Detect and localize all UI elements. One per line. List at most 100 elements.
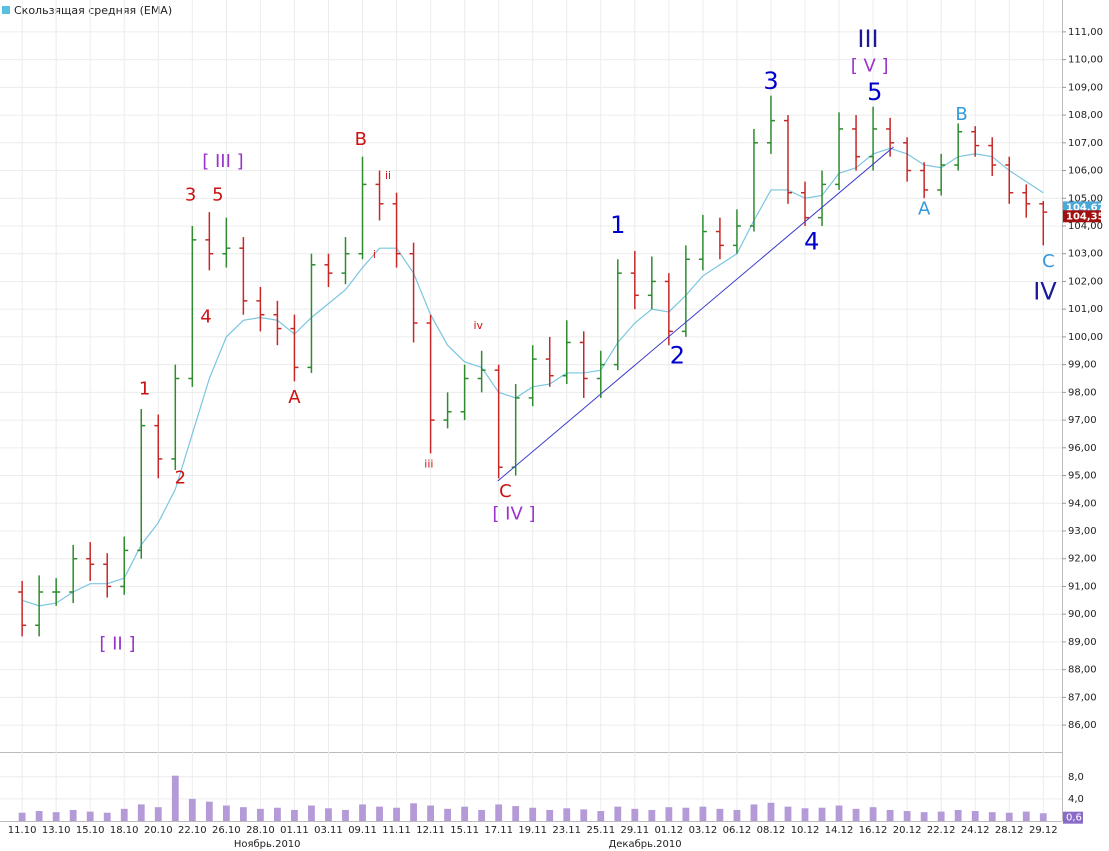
y-tick-label: 101,00: [1068, 304, 1103, 315]
volume-bar: [342, 809, 349, 821]
x-tick-label: 15.11: [450, 825, 479, 836]
y-tick-label: 99,00: [1068, 360, 1097, 371]
x-tick-label: 11.11: [382, 825, 411, 836]
volume-bar: [529, 807, 537, 821]
volume-bar: [1005, 812, 1013, 821]
volume-bar: [631, 808, 639, 821]
wave-label: 5: [212, 184, 223, 205]
volume-bar: [580, 809, 588, 821]
x-tick-label: 25.11: [586, 825, 615, 836]
wave-label: i: [373, 248, 376, 261]
volume-bar: [188, 798, 196, 821]
y-tick-label: 91,00: [1068, 581, 1097, 592]
volume-bar: [256, 808, 264, 821]
volume-bar: [103, 812, 111, 821]
wave-label: B: [355, 129, 367, 150]
x-tick-label: 20.10: [144, 825, 173, 836]
x-tick-label: 23.11: [552, 825, 581, 836]
wave-label: 1: [610, 211, 625, 239]
wave-label: [ III ]: [202, 151, 243, 172]
x-tick-label: 26.10: [212, 825, 241, 836]
volume-bar: [222, 805, 230, 821]
y-tick-label: 96,00: [1068, 443, 1097, 454]
y-tick-label: 106,00: [1068, 166, 1103, 177]
wave-label: A: [918, 198, 931, 219]
volume-bar: [937, 811, 945, 821]
wave-label: [ IV ]: [492, 503, 535, 524]
volume-bar: [512, 806, 520, 821]
volume-bar: [18, 812, 26, 821]
y-tick-label: 109,00: [1068, 82, 1103, 93]
legend-text: Скользящая средняя (EMA): [14, 4, 172, 17]
y-tick-label: 94,00: [1068, 498, 1097, 509]
volume-bar: [784, 806, 792, 821]
x-tick-label: 13.10: [42, 825, 71, 836]
volume-bar: [325, 808, 332, 821]
trendline: [497, 146, 894, 482]
y-tick-label: 90,00: [1068, 609, 1097, 620]
y-tick-label: 98,00: [1068, 387, 1097, 398]
wave-label: C: [499, 481, 512, 502]
volume-bar: [869, 807, 877, 821]
legend-swatch: [2, 6, 10, 14]
volume-bar: [818, 807, 826, 821]
volume-tick-label: 8,0: [1068, 772, 1084, 783]
volume-bar: [699, 806, 707, 821]
y-tick-label: 100,00: [1068, 332, 1103, 343]
wave-label: C: [1042, 251, 1055, 272]
month-label: Ноябрь.2010: [234, 839, 301, 850]
x-tick-label: 19.11: [518, 825, 547, 836]
volume-bar: [546, 809, 554, 821]
volume-bar: [478, 809, 486, 821]
x-tick-label: 01.11: [280, 825, 309, 836]
wave-label: 4: [804, 228, 819, 256]
volume-bar: [835, 805, 843, 821]
volume-bar: [716, 808, 724, 821]
price-marker-label: 104,67: [1066, 202, 1105, 213]
wave-label: 1: [139, 379, 150, 400]
volume-bar: [137, 804, 145, 821]
wave-label: III: [857, 25, 878, 53]
y-tick-label: 103,00: [1068, 249, 1103, 260]
x-tick-label: 18.10: [110, 825, 139, 836]
y-tick-label: 111,00: [1068, 27, 1103, 38]
volume-bar: [444, 808, 452, 821]
month-label: Декабрь.2010: [608, 839, 681, 850]
wave-label: 2: [175, 467, 186, 488]
volume-bar: [648, 809, 656, 821]
volume-marker-label: 0,6: [1066, 813, 1082, 824]
x-tick-label: 22.10: [178, 825, 207, 836]
x-tick-label: 22.12: [927, 825, 956, 836]
y-tick-label: 88,00: [1068, 665, 1097, 676]
volume-bar: [274, 807, 281, 821]
x-tick-label: 28.10: [246, 825, 275, 836]
price-marker-label: 104,35: [1066, 211, 1105, 222]
wave-label: [ V ]: [851, 56, 889, 77]
wave-label: ii: [385, 169, 391, 182]
x-tick-label: 10.12: [791, 825, 820, 836]
volume-bar: [35, 811, 43, 821]
volume-bar: [461, 806, 469, 821]
volume-bar: [239, 807, 247, 821]
volume-bar: [69, 809, 77, 821]
x-tick-label: 15.10: [76, 825, 105, 836]
y-tick-label: 107,00: [1068, 138, 1103, 149]
volume-bar: [495, 804, 503, 821]
volume-bar: [410, 803, 417, 821]
x-tick-label: 20.12: [893, 825, 922, 836]
x-tick-label: 11.10: [8, 825, 37, 836]
wave-label: 2: [670, 341, 685, 369]
volume-bar: [886, 809, 894, 821]
price-marker-box: [1063, 210, 1101, 223]
wave-label: IV: [1033, 278, 1057, 306]
x-tick-label: 08.12: [757, 825, 786, 836]
y-tick-label: 108,00: [1068, 110, 1103, 121]
volume-bar: [427, 805, 434, 821]
volume-bar: [665, 807, 673, 821]
x-tick-label: 14.12: [825, 825, 854, 836]
volume-bar: [682, 807, 690, 821]
volume-bar: [1022, 811, 1030, 821]
volume-bar: [171, 775, 179, 821]
